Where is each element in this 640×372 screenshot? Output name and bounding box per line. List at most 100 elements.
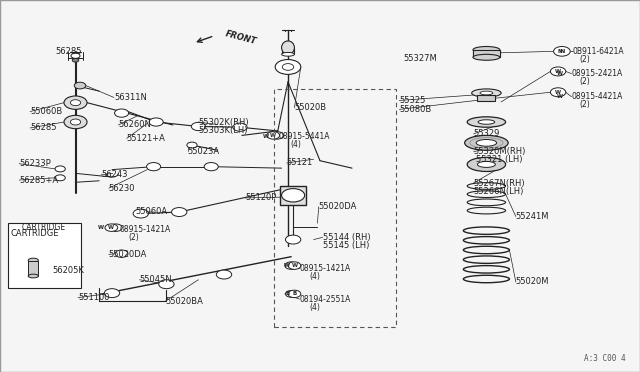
Text: 55321 (LH): 55321 (LH) bbox=[476, 155, 522, 164]
Text: W: W bbox=[291, 263, 298, 268]
Text: 55121+A: 55121+A bbox=[127, 134, 166, 143]
Ellipse shape bbox=[477, 161, 495, 167]
Circle shape bbox=[267, 132, 280, 139]
Text: 55145 (LH): 55145 (LH) bbox=[323, 241, 369, 250]
Ellipse shape bbox=[28, 274, 38, 278]
Ellipse shape bbox=[282, 52, 294, 56]
Text: 55080B: 55080B bbox=[399, 105, 431, 114]
Bar bbox=[28, 261, 38, 276]
Text: 55329: 55329 bbox=[474, 129, 500, 138]
Text: B: B bbox=[292, 291, 296, 296]
Bar bbox=[473, 50, 500, 57]
Circle shape bbox=[64, 115, 87, 129]
Text: (2): (2) bbox=[579, 100, 590, 109]
Circle shape bbox=[204, 163, 218, 171]
Text: CARTRIDGE: CARTRIDGE bbox=[22, 223, 66, 232]
Text: 55144 (RH): 55144 (RH) bbox=[323, 233, 370, 242]
Bar bbox=[274, 89, 396, 327]
Circle shape bbox=[133, 209, 148, 218]
Bar bbox=[280, 186, 306, 205]
Text: (2): (2) bbox=[579, 77, 590, 86]
Text: B: B bbox=[285, 291, 290, 296]
Ellipse shape bbox=[476, 140, 497, 146]
Text: (2): (2) bbox=[579, 55, 590, 64]
Circle shape bbox=[275, 60, 301, 74]
Circle shape bbox=[285, 235, 301, 244]
Circle shape bbox=[70, 100, 81, 106]
Text: (4): (4) bbox=[310, 303, 321, 312]
Circle shape bbox=[187, 142, 197, 148]
Circle shape bbox=[191, 122, 205, 131]
Circle shape bbox=[149, 118, 163, 126]
Circle shape bbox=[554, 46, 570, 56]
Text: 55303K(LH): 55303K(LH) bbox=[198, 126, 248, 135]
Circle shape bbox=[74, 82, 86, 89]
Text: 55060B: 55060B bbox=[30, 107, 62, 116]
Text: 55121: 55121 bbox=[287, 158, 313, 167]
Text: W: W bbox=[556, 71, 563, 76]
Text: 08915-1421A: 08915-1421A bbox=[300, 264, 351, 273]
Circle shape bbox=[282, 189, 305, 202]
Text: N: N bbox=[558, 49, 563, 54]
Text: 56243: 56243 bbox=[101, 170, 127, 179]
Text: W: W bbox=[556, 94, 563, 99]
Text: 55267N(RH): 55267N(RH) bbox=[474, 179, 525, 187]
Ellipse shape bbox=[473, 54, 500, 60]
Text: 55120P: 55120P bbox=[245, 193, 276, 202]
Circle shape bbox=[109, 224, 122, 231]
Text: (2): (2) bbox=[128, 233, 139, 242]
Text: 55302K(RH): 55302K(RH) bbox=[198, 118, 249, 126]
Text: (4): (4) bbox=[290, 140, 301, 149]
Ellipse shape bbox=[467, 117, 506, 127]
Text: 08194-2551A: 08194-2551A bbox=[300, 295, 351, 304]
Text: W: W bbox=[555, 90, 561, 95]
Circle shape bbox=[71, 53, 80, 58]
Circle shape bbox=[55, 166, 65, 172]
Circle shape bbox=[64, 96, 87, 109]
Text: 56285+A: 56285+A bbox=[19, 176, 58, 185]
Ellipse shape bbox=[467, 157, 506, 171]
Ellipse shape bbox=[465, 135, 508, 150]
Circle shape bbox=[104, 289, 120, 298]
Circle shape bbox=[550, 88, 566, 97]
Circle shape bbox=[72, 58, 79, 62]
Ellipse shape bbox=[28, 258, 38, 263]
Text: W: W bbox=[263, 134, 269, 139]
Text: 0B911-6421A: 0B911-6421A bbox=[573, 47, 625, 56]
Circle shape bbox=[216, 270, 232, 279]
Text: 55325: 55325 bbox=[399, 96, 426, 105]
Circle shape bbox=[288, 290, 301, 298]
Circle shape bbox=[115, 250, 128, 257]
Text: CARTRIDGE: CARTRIDGE bbox=[11, 229, 60, 238]
Text: 55045N: 55045N bbox=[140, 275, 172, 284]
Text: 08915-2421A: 08915-2421A bbox=[572, 69, 623, 78]
Text: 08915-5441A: 08915-5441A bbox=[278, 132, 330, 141]
Text: W: W bbox=[555, 69, 561, 74]
Text: 55266N(LH): 55266N(LH) bbox=[474, 187, 524, 196]
Text: 55023A: 55023A bbox=[188, 147, 220, 155]
Text: 55060A: 55060A bbox=[136, 207, 168, 216]
Text: 08915-4421A: 08915-4421A bbox=[572, 92, 623, 101]
Circle shape bbox=[288, 262, 301, 269]
Ellipse shape bbox=[282, 41, 294, 54]
Circle shape bbox=[55, 175, 65, 181]
Circle shape bbox=[115, 109, 129, 117]
Circle shape bbox=[172, 208, 187, 217]
Text: 55241M: 55241M bbox=[516, 212, 549, 221]
Circle shape bbox=[282, 64, 294, 70]
Circle shape bbox=[271, 132, 284, 139]
Text: 55020M: 55020M bbox=[516, 278, 549, 286]
Text: N: N bbox=[559, 49, 564, 54]
Bar bbox=[477, 95, 495, 101]
Text: 56230: 56230 bbox=[109, 184, 135, 193]
Circle shape bbox=[550, 67, 566, 76]
Ellipse shape bbox=[480, 91, 493, 95]
Text: 56260N: 56260N bbox=[118, 121, 151, 129]
Text: 55020DA: 55020DA bbox=[319, 202, 357, 211]
Text: 55327M: 55327M bbox=[403, 54, 437, 63]
Circle shape bbox=[147, 163, 161, 171]
Circle shape bbox=[285, 291, 297, 297]
Circle shape bbox=[233, 123, 247, 131]
Text: A:3 C00 4: A:3 C00 4 bbox=[584, 354, 626, 363]
Circle shape bbox=[105, 224, 118, 231]
